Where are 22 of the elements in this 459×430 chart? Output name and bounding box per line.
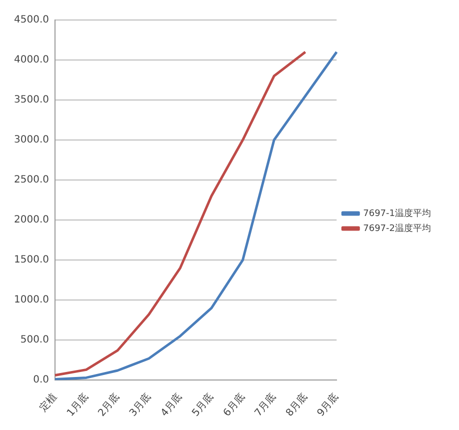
x-tick-label: 4月底: [158, 390, 184, 419]
y-tick-label: 4000.0: [14, 54, 49, 66]
y-tick-label: 1000.0: [14, 294, 49, 306]
legend-label: 7697-2温度平均: [363, 222, 432, 234]
x-tick-label: 6月底: [220, 390, 248, 419]
y-tick-label: 1500.0: [14, 254, 49, 266]
x-tick-label: 3月底: [127, 390, 154, 419]
y-tick-label: 2500.0: [14, 174, 49, 186]
y-tick-label: 0.0: [33, 374, 49, 386]
x-tick-label: 2月底: [96, 390, 122, 419]
legend-label: 7697-1温度平均: [363, 208, 432, 219]
x-tick-label: 1月底: [64, 390, 91, 419]
y-tick-label: 4500.0: [14, 14, 49, 26]
y-tick-label: 3000.0: [14, 134, 49, 146]
x-tick-label: 8月底: [283, 390, 310, 419]
x-tick-label: 9月底: [314, 390, 341, 419]
y-tick-label: 3500.0: [14, 94, 49, 106]
x-tick-label: 7月底: [252, 390, 278, 419]
y-tick-label: 500.0: [20, 334, 49, 346]
y-tick-label: 2000.0: [14, 214, 49, 226]
x-tick-label: 5月底: [190, 390, 216, 419]
x-tick-label: 定植: [37, 390, 60, 414]
